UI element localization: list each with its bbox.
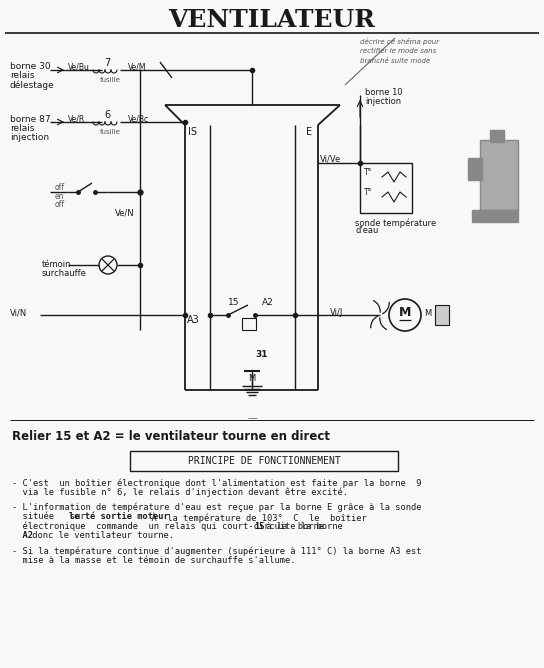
Text: mise à la masse et le témoin de surchauffe s'allume.: mise à la masse et le témoin de surchauf…	[12, 556, 295, 565]
Text: rectifier le mode sans: rectifier le mode sans	[360, 48, 436, 54]
Text: T°: T°	[364, 168, 373, 177]
Text: fusille: fusille	[100, 129, 121, 135]
Bar	[435, 305, 449, 325]
Text: relais: relais	[10, 71, 34, 80]
Text: à la  borne: à la borne	[262, 522, 324, 530]
Text: 15: 15	[254, 522, 264, 530]
Text: M: M	[249, 374, 256, 383]
Text: Vi/Ve: Vi/Ve	[320, 155, 341, 164]
Text: borne 87: borne 87	[10, 115, 51, 124]
Text: d'eau: d'eau	[355, 226, 379, 235]
Text: IS: IS	[188, 127, 197, 137]
Text: E: E	[306, 127, 312, 137]
Bar	[360, 163, 412, 213]
Text: fusille: fusille	[100, 77, 121, 83]
Text: injection: injection	[365, 97, 401, 106]
Text: A2: A2	[12, 531, 33, 540]
Text: via le fusible n° 6, le relais d'injection devant être excité.: via le fusible n° 6, le relais d'injecti…	[12, 488, 348, 497]
Text: en: en	[55, 192, 65, 201]
Text: M: M	[399, 307, 411, 319]
Bar	[468, 158, 482, 180]
Text: 31: 31	[255, 350, 268, 359]
Bar	[130, 451, 398, 471]
Text: M: M	[424, 309, 431, 318]
Text: - C'est  un boîtier électronique dont l'alimentation est faite par la borne  9: - C'est un boîtier électronique dont l'a…	[12, 478, 422, 488]
Text: Ve/Bc: Ve/Bc	[128, 115, 149, 124]
Text: T°: T°	[364, 188, 373, 197]
Text: off: off	[55, 183, 65, 192]
Bar	[480, 140, 518, 210]
Text: Ve/R: Ve/R	[68, 115, 85, 124]
Text: Relier 15 et A2 = le ventilateur tourne en direct: Relier 15 et A2 = le ventilateur tourne …	[12, 430, 330, 443]
Text: Ve/N: Ve/N	[115, 208, 134, 217]
Text: relais: relais	[10, 124, 34, 133]
Text: A3: A3	[187, 315, 200, 325]
Text: témoin: témoin	[42, 260, 71, 269]
Text: électronique  commande  un relais qui court-circuite la borne: électronique commande un relais qui cour…	[12, 522, 348, 531]
Text: A2: A2	[262, 298, 274, 307]
Text: 6: 6	[104, 110, 110, 120]
Bar	[490, 130, 504, 142]
Text: - Si la température continue d'augmenter (supérieure à 111° C) la borne A3 est: - Si la température continue d'augmenter…	[12, 546, 422, 556]
Text: Ve/M: Ve/M	[128, 63, 146, 72]
Bar	[242, 318, 256, 330]
Text: branché suite mode: branché suite mode	[360, 58, 430, 64]
Text: délestage: délestage	[10, 80, 55, 90]
Text: borne 30: borne 30	[10, 62, 51, 71]
Text: VENTILATEUR: VENTILATEUR	[169, 8, 375, 32]
Text: décrire ce shéma pour: décrire ce shéma pour	[360, 38, 439, 45]
Text: sonde température: sonde température	[355, 218, 436, 228]
Text: —: —	[247, 413, 257, 423]
Text: 7: 7	[104, 58, 110, 68]
Text: - L'information de température d'eau est reçue par la borne E grâce à la sonde: - L'information de température d'eau est…	[12, 503, 422, 512]
Text: 15: 15	[228, 298, 239, 307]
Text: située   sur: située sur	[12, 512, 91, 521]
Text: off: off	[55, 200, 65, 209]
Bar	[472, 210, 518, 222]
Text: le té sortie moteur: le té sortie moteur	[69, 512, 169, 521]
Text: donc le ventilateur tourne.: donc le ventilateur tourne.	[27, 531, 174, 540]
Text: surchauffe: surchauffe	[42, 269, 87, 278]
Text: Vi/J: Vi/J	[330, 308, 343, 317]
Text: Vi/N: Vi/N	[10, 309, 27, 318]
Text: PRINCIPE DE FONCTIONNEMENT: PRINCIPE DE FONCTIONNEMENT	[188, 456, 341, 466]
Text: borne 10: borne 10	[365, 88, 403, 97]
Text: Ve/Bu: Ve/Bu	[68, 63, 90, 72]
Text: injection: injection	[10, 133, 49, 142]
Text: À  la température de 103°  C  le  boîtier: À la température de 103° C le boîtier	[140, 512, 366, 522]
